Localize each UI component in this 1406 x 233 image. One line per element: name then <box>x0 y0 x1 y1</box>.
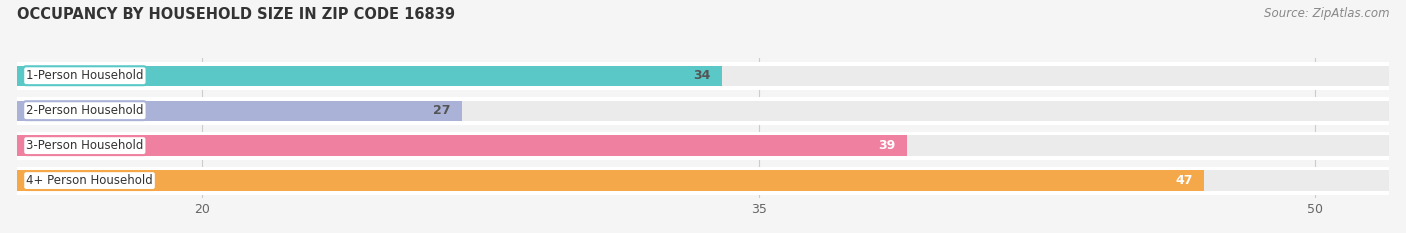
Bar <box>17 132 1389 160</box>
Bar <box>17 167 1389 195</box>
Text: 1-Person Household: 1-Person Household <box>27 69 143 82</box>
Text: 39: 39 <box>879 139 896 152</box>
Bar <box>17 170 1389 191</box>
Text: 27: 27 <box>433 104 451 117</box>
Text: 2-Person Household: 2-Person Household <box>27 104 143 117</box>
Bar <box>17 135 907 156</box>
Text: OCCUPANCY BY HOUSEHOLD SIZE IN ZIP CODE 16839: OCCUPANCY BY HOUSEHOLD SIZE IN ZIP CODE … <box>17 7 456 22</box>
Bar <box>17 62 1389 90</box>
Text: 3-Person Household: 3-Person Household <box>27 139 143 152</box>
Bar <box>17 97 1389 125</box>
Text: 4+ Person Household: 4+ Person Household <box>27 174 153 187</box>
Text: Source: ZipAtlas.com: Source: ZipAtlas.com <box>1264 7 1389 20</box>
Text: 47: 47 <box>1175 174 1192 187</box>
Text: 34: 34 <box>693 69 710 82</box>
Bar <box>17 65 721 86</box>
Bar <box>17 100 463 121</box>
Bar <box>17 65 1389 86</box>
Bar <box>17 100 1389 121</box>
Bar <box>17 135 1389 156</box>
Bar <box>17 170 1204 191</box>
